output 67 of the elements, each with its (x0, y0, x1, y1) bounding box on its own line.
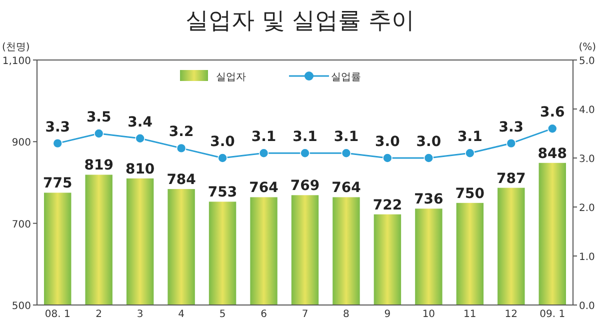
y-axis-title: (천명) (2, 42, 30, 53)
data-label: 764 (332, 180, 362, 196)
point (135, 134, 145, 144)
point (218, 153, 228, 163)
data-label: 3.1 (458, 129, 482, 146)
data-label: 3.0 (416, 134, 442, 150)
point (94, 128, 104, 138)
data-label: 848 (538, 146, 567, 162)
y2-tick-label: 5.0 (579, 56, 595, 67)
data-label: 784 (166, 172, 196, 188)
point (506, 138, 516, 148)
point (465, 148, 475, 158)
y2-tick-label: 2.0 (579, 203, 595, 214)
data-label: 3.2 (168, 124, 194, 140)
legend-label: 실업자 (216, 72, 246, 83)
point (258, 148, 269, 158)
data-label: 3.1 (251, 129, 276, 146)
x-tick-label: 6 (260, 309, 267, 320)
legend-label: 실업률 (331, 72, 361, 83)
y-tick-label: 1,100 (2, 56, 31, 67)
x-tick-label: 5 (219, 309, 226, 320)
point (424, 153, 434, 163)
data-label: 3.6 (540, 104, 565, 121)
x-tick-label: 10 (422, 309, 436, 320)
point (547, 124, 558, 134)
point (341, 148, 352, 158)
data-label: 750 (455, 186, 485, 202)
x-tick-label: 12 (504, 309, 518, 320)
data-label: 810 (125, 161, 155, 178)
y2-tick-label: 3.0 (579, 154, 595, 165)
y-tick-label: 500 (12, 301, 31, 312)
x-tick-label: 11 (464, 309, 476, 320)
data-label: 753 (208, 184, 238, 201)
data-label: 764 (249, 180, 279, 196)
y2-tick-label: 0.0 (579, 301, 595, 312)
y-tick-label: 700 (12, 219, 31, 230)
data-label: 3.4 (128, 114, 153, 130)
x-tick-label: 7 (302, 309, 308, 320)
y2-axis-title: (%) (578, 42, 596, 53)
data-label: 722 (372, 197, 402, 214)
data-label: 3.0 (210, 134, 236, 150)
x-tick-label: 09. 1 (540, 309, 566, 320)
data-label: 3.3 (45, 119, 70, 136)
data-label: 787 (496, 170, 526, 187)
x-tick-label: 3 (136, 309, 144, 320)
point (176, 143, 186, 154)
data-label: 3.0 (375, 134, 400, 150)
chart-title: 실업자 및 실업률 추이 (186, 8, 414, 34)
data-label: 3.1 (292, 129, 318, 146)
point (300, 148, 310, 158)
x-tick-label: 2 (96, 309, 102, 320)
y2-tick-label: 4.0 (579, 105, 595, 116)
y-tick-label: 900 (12, 138, 31, 149)
x-tick-label: 8 (343, 309, 350, 320)
data-label: 775 (43, 176, 72, 192)
x-tick-label: 4 (178, 309, 184, 320)
y2-tick-label: 1.0 (579, 252, 595, 263)
data-label: 3.3 (498, 119, 524, 136)
data-label: 819 (84, 158, 114, 174)
data-label: 3.5 (86, 110, 112, 126)
point (52, 138, 63, 148)
data-label: 769 (290, 178, 320, 194)
x-tick-label: 08. 1 (44, 309, 70, 320)
data-label: 3.1 (334, 129, 359, 146)
point (382, 153, 392, 163)
data-label: 736 (414, 192, 444, 208)
x-tick-label: 9 (384, 309, 391, 320)
